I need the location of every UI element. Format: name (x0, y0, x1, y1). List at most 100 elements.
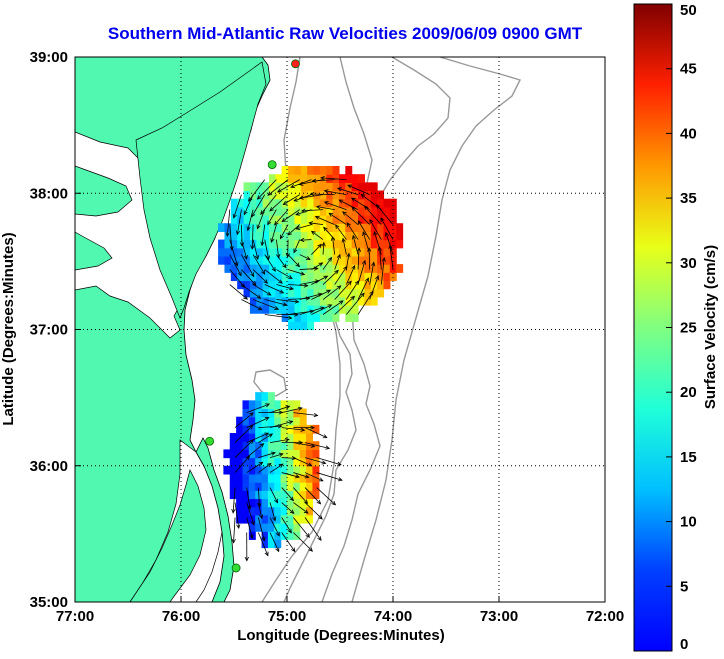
velocity-cell (332, 182, 340, 192)
velocity-cell (242, 514, 250, 524)
velocity-cell (345, 288, 353, 298)
velocity-cell (280, 433, 288, 442)
velocity-cell (332, 296, 340, 306)
velocity-cell (281, 288, 289, 298)
velocity-cell (299, 449, 307, 459)
velocity-cell (319, 304, 327, 314)
velocity-cell (256, 288, 264, 298)
velocity-arrow (334, 296, 355, 315)
velocity-cell (389, 255, 397, 265)
velocity-cell (274, 433, 282, 442)
colorbar-tick-label: 50 (680, 2, 697, 19)
velocity-arrow (248, 179, 266, 202)
velocity-arrow (316, 206, 335, 210)
velocity-arrow (258, 433, 273, 443)
velocity-arrowhead (282, 200, 288, 205)
velocity-arrow (312, 179, 335, 182)
velocity-cell (236, 449, 244, 459)
velocity-cell (281, 280, 289, 290)
velocity-cell (332, 313, 340, 322)
velocity-cell (358, 223, 365, 232)
velocity-cell (262, 239, 270, 249)
velocity-cell (261, 539, 269, 549)
velocity-cell (358, 296, 365, 306)
velocity-cell (268, 182, 276, 192)
velocity-arrow (252, 269, 268, 284)
velocity-cell (248, 457, 256, 467)
velocity-cell (300, 190, 308, 200)
sound-inner-land (129, 469, 207, 602)
velocity-arrowhead (278, 452, 284, 457)
velocity-cell (364, 288, 372, 298)
velocity-cell (236, 457, 244, 467)
velocity-cell (332, 239, 340, 249)
velocity-arrow (281, 502, 295, 514)
velocity-cell (307, 272, 315, 282)
velocity-cell (281, 231, 289, 241)
velocity-cell (319, 272, 327, 282)
velocity-cell (281, 190, 289, 200)
velocity-cell (261, 449, 269, 459)
velocity-arrow (304, 457, 326, 464)
velocity-arrowhead (259, 514, 264, 520)
velocity-arrowhead (367, 247, 372, 252)
velocity-cell (218, 223, 226, 232)
velocity-arrowhead (309, 191, 315, 197)
velocity-cell (364, 215, 372, 224)
velocity-arrowhead (285, 253, 290, 258)
velocity-cell (274, 473, 282, 483)
velocity-cell (300, 313, 308, 322)
velocity-cell (345, 264, 353, 273)
velocity-cell (256, 255, 264, 265)
velocity-cell (313, 231, 321, 241)
velocity-cell (351, 313, 359, 322)
x-tick-label: 75:00 (268, 608, 306, 625)
velocity-cell (261, 490, 269, 500)
velocity-cell (274, 482, 282, 491)
velocity-arrowhead (310, 230, 316, 236)
velocity-cell (261, 482, 269, 491)
velocity-cell (306, 490, 314, 500)
velocity-cell (256, 231, 264, 241)
velocity-arrow (347, 184, 370, 195)
velocity-cell (364, 296, 372, 306)
velocity-cell (370, 198, 378, 208)
velocity-arrow (346, 222, 359, 240)
velocity-arrowhead (264, 432, 270, 437)
velocity-cell (358, 280, 365, 290)
velocity-cell (261, 514, 269, 524)
velocity-cell (243, 280, 251, 290)
velocity-cell (275, 255, 283, 265)
velocity-cell (306, 514, 314, 524)
velocity-cell (294, 321, 302, 331)
velocity-cell (319, 190, 327, 200)
velocity-cell (351, 280, 359, 290)
velocity-arrowhead (270, 451, 276, 456)
velocity-cell (326, 239, 334, 249)
velocity-cell (332, 272, 340, 282)
velocity-arrowhead (361, 259, 367, 265)
velocity-arrow (299, 268, 318, 270)
velocity-arrowhead (380, 217, 385, 223)
velocity-arrow (299, 254, 311, 260)
velocity-arrow (373, 231, 382, 255)
velocity-cell (243, 198, 251, 208)
velocity-cell (319, 296, 327, 306)
velocity-arrow (351, 207, 370, 225)
velocity-arrow (364, 205, 382, 225)
velocity-cell (268, 264, 276, 273)
delmarva-peninsula (135, 61, 267, 319)
velocity-arrowhead (289, 509, 295, 515)
x-tick-label: 74:00 (374, 608, 412, 625)
velocity-arrowhead (257, 306, 263, 311)
velocity-cell (293, 441, 301, 450)
velocity-cell (307, 223, 315, 232)
velocity-cell (313, 296, 321, 306)
velocity-cell (230, 247, 238, 257)
velocity-cell (249, 247, 257, 257)
velocity-arrow (304, 427, 327, 439)
velocity-arrow (269, 532, 280, 552)
velocity-arrowhead (346, 222, 351, 227)
velocity-cell (281, 174, 289, 183)
velocity-cell (275, 288, 283, 298)
